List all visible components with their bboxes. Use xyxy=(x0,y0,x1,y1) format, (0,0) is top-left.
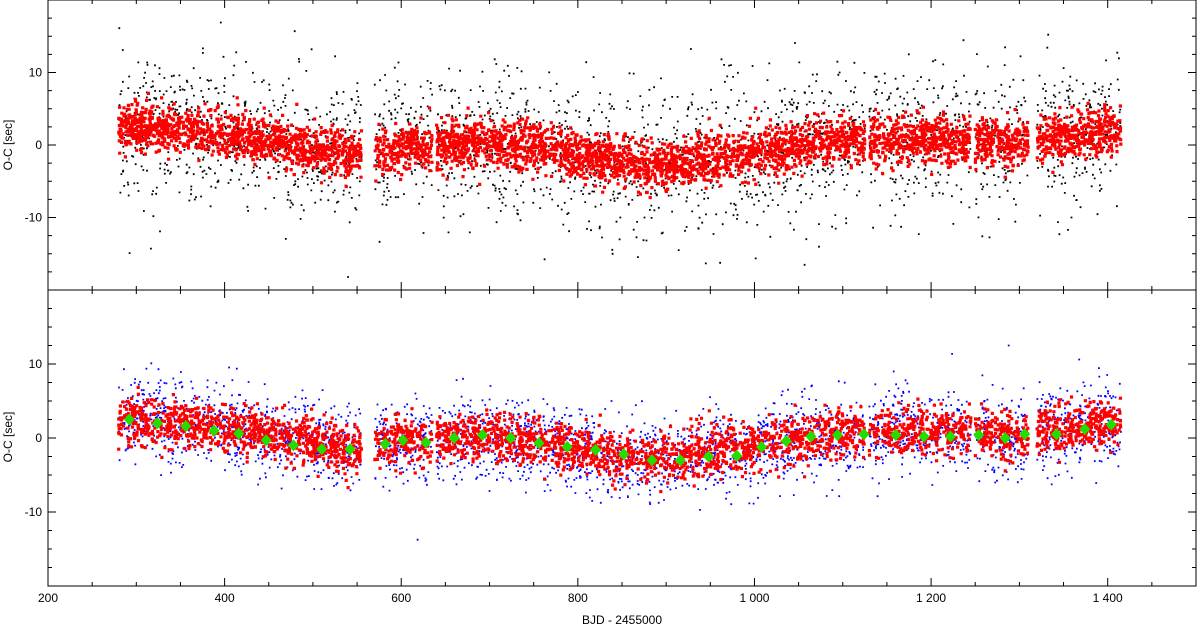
bottom-diamond-point-2 xyxy=(180,420,192,433)
top-y-axis-title: O-C [sec] xyxy=(1,120,15,171)
bottom-diamond-point-5 xyxy=(260,434,272,447)
bottom-diamond-point-27 xyxy=(858,428,870,441)
bottom-panel: -10 0 10 200 400 600 800 1 000 1 200 1 400 O-C [s… xyxy=(1,289,1197,605)
bottom-diamond-point-31 xyxy=(973,429,985,442)
bottom-diamond-point-6 xyxy=(287,439,299,452)
top-scatter-points xyxy=(117,21,1123,278)
bottom-diamond-point-3 xyxy=(208,424,220,437)
bottom-ticks: -10 0 10 200 400 600 800 1 000 1 200 1 400 xyxy=(25,289,1197,605)
bottom-diamond-point-23 xyxy=(756,440,768,453)
bottom-diamond-point-22 xyxy=(731,449,743,462)
bottom-diamond-point-29 xyxy=(918,430,930,443)
x-tick-label: 1 000 xyxy=(739,591,769,605)
bottom-diamond-point-18 xyxy=(618,448,630,461)
bottom-diamond-point-21 xyxy=(703,450,715,463)
bottom-diamond-point-28 xyxy=(890,429,902,442)
x-tick-label: 1 200 xyxy=(916,591,946,605)
bottom-diamond-point-8 xyxy=(344,443,356,456)
bottom-diamond-point-24 xyxy=(780,434,792,447)
bottom-diamond-point-10 xyxy=(397,434,409,447)
bottom-diamond-point-30 xyxy=(945,430,957,443)
top-scatter-series-1 xyxy=(117,91,1123,200)
bottom-y-tick-label: 0 xyxy=(35,431,42,445)
bottom-diamond-point-11 xyxy=(420,436,432,449)
top-y-tick-label: 0 xyxy=(35,138,42,152)
x-tick-label: 400 xyxy=(215,591,235,605)
bottom-diamond-point-1 xyxy=(152,417,164,430)
bottom-y-axis-title: O-C [sec] xyxy=(1,412,15,463)
x-tick-label: 800 xyxy=(568,591,588,605)
bottom-diamond-point-15 xyxy=(533,437,545,450)
x-tick-label: 600 xyxy=(391,591,411,605)
bottom-diamond-point-34 xyxy=(1050,428,1062,441)
bottom-diamond-point-4 xyxy=(233,427,245,440)
top-ticks: -10 0 10 xyxy=(25,0,1197,291)
x-tick-label: 1 400 xyxy=(1093,591,1123,605)
bottom-diamond-point-0 xyxy=(123,413,135,426)
top-y-tick-label: -10 xyxy=(25,211,43,225)
bottom-diamond-point-20 xyxy=(674,454,686,467)
bottom-diamond-point-25 xyxy=(805,430,817,443)
bottom-diamond-point-14 xyxy=(505,432,517,444)
x-tick-label: 200 xyxy=(38,591,58,605)
top-panel: -10 0 10 O-C [sec] xyxy=(1,0,1197,291)
bottom-diamond-point-19 xyxy=(646,454,658,467)
bottom-scatter-points xyxy=(117,344,1123,541)
top-y-tick-label: 10 xyxy=(29,66,43,80)
bottom-y-tick-label: -10 xyxy=(25,505,43,519)
bottom-diamond-point-32 xyxy=(999,432,1011,444)
bottom-diamond-point-16 xyxy=(561,440,573,453)
bottom-diamond-point-26 xyxy=(831,429,843,442)
bottom-scatter-series-1 xyxy=(117,385,1123,494)
bottom-diamond-point-33 xyxy=(1019,428,1031,441)
bottom-diamond-point-17 xyxy=(590,443,602,456)
x-axis-title: BJD - 2455000 xyxy=(582,613,662,627)
bottom-diamond-point-13 xyxy=(476,429,488,442)
bottom-y-tick-label: 10 xyxy=(29,357,43,371)
bottom-diamond-point-36 xyxy=(1105,418,1117,431)
bottom-diamond-point-9 xyxy=(379,437,391,450)
bottom-diamond-point-12 xyxy=(448,432,460,444)
bottom-diamond-point-7 xyxy=(316,443,328,456)
bottom-diamond-point-35 xyxy=(1079,423,1091,436)
